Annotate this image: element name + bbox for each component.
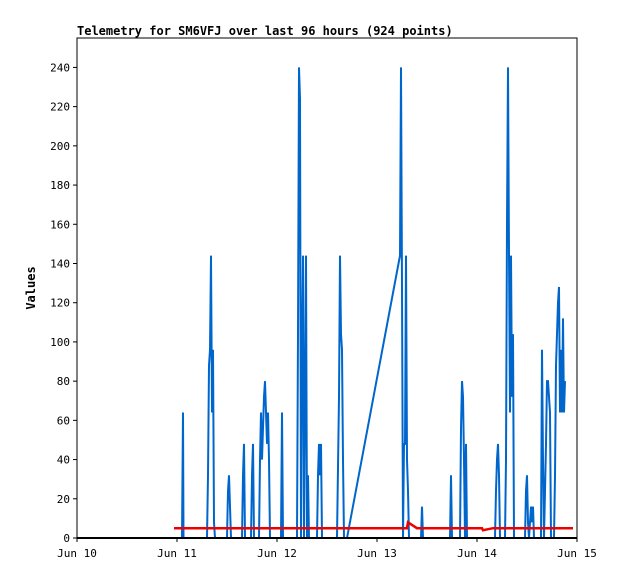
x-tick-label: Jun 13: [357, 547, 397, 560]
y-axis: 0 20 40 60 80 100 120 140 160 180 200 220 240: [50, 61, 77, 545]
y-tick-label: 220: [50, 101, 70, 114]
y-tick-label: 240: [50, 61, 70, 74]
x-tick-label: Jun 14: [457, 547, 497, 560]
x-tick-label: Jun 15: [557, 547, 597, 560]
y-tick-label: 40: [57, 454, 70, 467]
x-tick-label: Jun 11: [157, 547, 197, 560]
x-tick-label: Jun 12: [257, 547, 297, 560]
y-tick-label: 0: [63, 532, 70, 545]
y-tick-label: 100: [50, 336, 70, 349]
y-tick-label: 60: [57, 414, 70, 427]
y-axis-label: Values: [24, 266, 38, 309]
series-line-1: [177, 67, 566, 539]
y-tick-label: 200: [50, 140, 70, 153]
x-tick-label: Jun 10: [57, 547, 97, 560]
y-tick-label: 80: [57, 375, 70, 388]
series-layer: [77, 67, 577, 539]
series-line-2: [174, 520, 573, 532]
y-tick-label: 160: [50, 218, 70, 231]
y-tick-label: 20: [57, 493, 70, 506]
x-axis: Jun 10 Jun 11 Jun 12 Jun 13 Jun 14 Jun 15: [57, 538, 597, 560]
chart-title: Telemetry for SM6VFJ over last 96 hours …: [77, 24, 453, 38]
y-tick-label: 120: [50, 297, 70, 310]
y-tick-label: 140: [50, 257, 70, 270]
y-tick-label: 180: [50, 179, 70, 192]
